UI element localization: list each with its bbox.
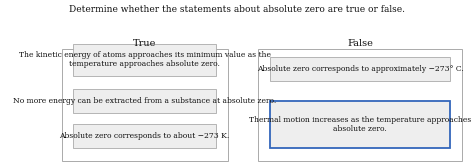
- Text: Determine whether the statements about absolute zero are true or false.: Determine whether the statements about a…: [69, 5, 405, 14]
- FancyBboxPatch shape: [270, 57, 450, 81]
- Text: Absolute zero corresponds to about −273 K.: Absolute zero corresponds to about −273 …: [59, 132, 230, 140]
- FancyBboxPatch shape: [73, 89, 216, 113]
- Text: Absolute zero corresponds to approximately −273° C.: Absolute zero corresponds to approximate…: [257, 65, 464, 73]
- Text: False: False: [347, 39, 373, 48]
- FancyBboxPatch shape: [258, 49, 462, 161]
- Text: The kinetic energy of atoms approaches its minimum value as the
temperature appr: The kinetic energy of atoms approaches i…: [18, 51, 271, 68]
- FancyBboxPatch shape: [73, 124, 216, 148]
- Text: True: True: [133, 39, 156, 48]
- Text: No more energy can be extracted from a substance at absolute zero.: No more energy can be extracted from a s…: [13, 97, 276, 105]
- FancyBboxPatch shape: [73, 44, 216, 76]
- Text: Thermal motion increases as the temperature approaches
absolute zero.: Thermal motion increases as the temperat…: [249, 116, 471, 133]
- FancyBboxPatch shape: [62, 49, 228, 161]
- FancyBboxPatch shape: [270, 101, 450, 148]
